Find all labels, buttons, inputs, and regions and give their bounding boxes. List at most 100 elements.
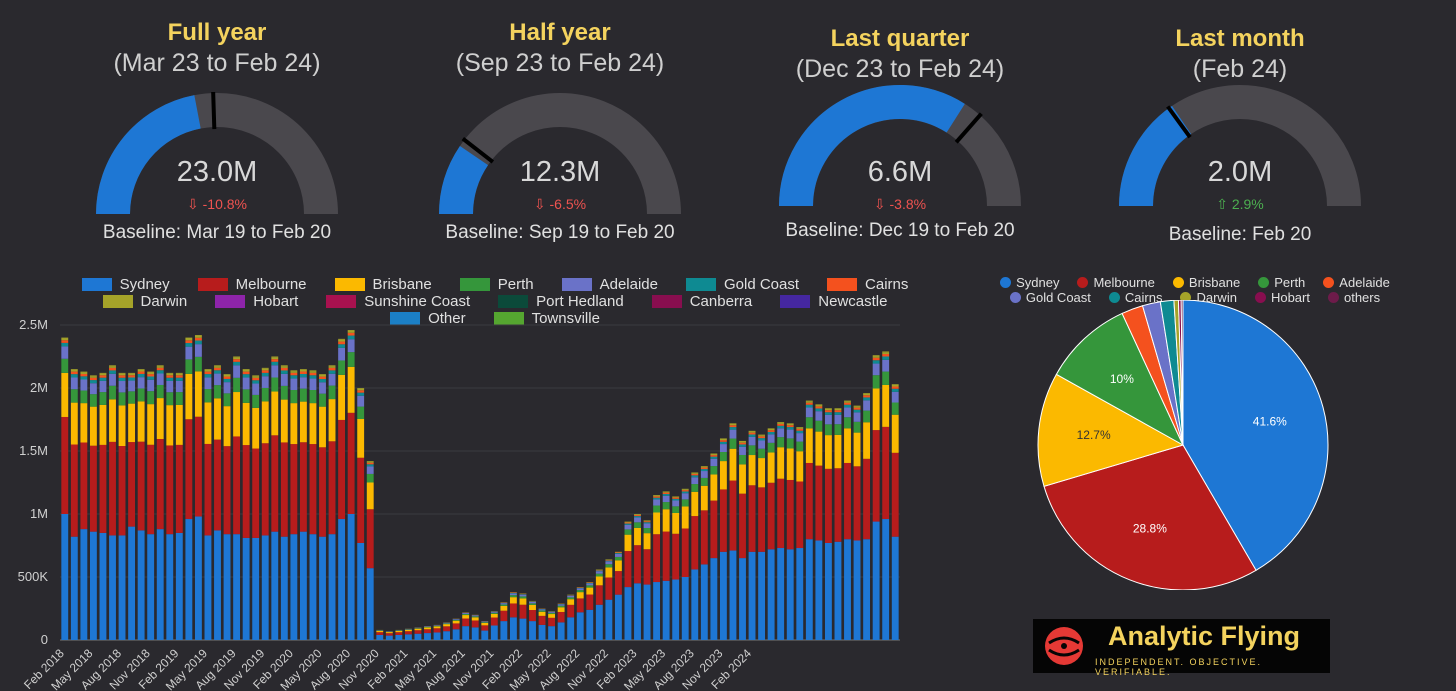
bar-segment: [271, 359, 279, 362]
bar-segment: [719, 489, 727, 552]
legend-item[interactable]: Newcastle: [780, 293, 887, 310]
bar-segment: [137, 530, 145, 640]
legend-item[interactable]: Other: [390, 310, 466, 327]
bar-segment: [309, 534, 317, 640]
bar-segment: [662, 580, 670, 640]
legend-item[interactable]: Perth: [1258, 275, 1305, 290]
bar-segment: [366, 461, 374, 463]
bar-segment: [815, 431, 823, 466]
bar-segment: [137, 369, 145, 370]
legend-item[interactable]: Adelaide: [561, 276, 658, 293]
bar-segment: [786, 438, 794, 449]
bar-segment: [89, 376, 97, 378]
legend-item[interactable]: Melbourne: [1077, 275, 1155, 290]
bar-segment: [118, 373, 126, 376]
bar-segment: [691, 484, 699, 492]
legend-item[interactable]: Cairns: [1108, 290, 1162, 305]
bar-segment: [662, 494, 670, 496]
bar-segment: [61, 338, 69, 341]
legend-label: Darwin: [140, 293, 188, 310]
bar-segment: [815, 540, 823, 640]
legend-item[interactable]: Darwin: [1180, 290, 1237, 305]
bar-segment: [662, 509, 670, 532]
legend-item[interactable]: others: [1327, 290, 1380, 305]
bar-segment: [147, 391, 155, 405]
bar-segment: [175, 373, 183, 376]
bar-segment: [614, 560, 622, 572]
legend-item[interactable]: Sydney: [81, 276, 170, 293]
pie-slice: [1182, 300, 1329, 571]
bar-segment: [872, 356, 880, 358]
bar-segment: [271, 531, 279, 640]
bar-segment: [605, 577, 613, 600]
bar-segment: [634, 545, 641, 584]
legend-item[interactable]: Brisbane: [1172, 275, 1240, 290]
bar-segment: [891, 391, 899, 403]
legend-item[interactable]: Hobart: [1254, 290, 1310, 305]
legend-item[interactable]: Hobart: [215, 293, 298, 310]
bar-segment: [710, 456, 718, 459]
legend-item[interactable]: Adelaide: [1323, 275, 1390, 290]
bar-segment: [700, 471, 708, 478]
bar-segment: [595, 569, 603, 571]
bar-segment: [185, 346, 193, 360]
bar-segment: [233, 361, 241, 366]
bar-segment: [109, 373, 116, 386]
bar-segment: [366, 462, 374, 465]
legend-item[interactable]: Melbourne: [197, 276, 307, 293]
bar-segment: [194, 335, 202, 336]
gauge-baseline: Baseline: Mar 19 to Feb 20: [102, 222, 332, 243]
bar-segment: [357, 395, 365, 407]
bar-segment: [61, 337, 69, 339]
bar-segment: [290, 371, 298, 373]
bar-segment: [319, 393, 326, 407]
bar-segment: [395, 630, 403, 633]
bar-segment: [252, 448, 260, 538]
bar-segment: [328, 441, 336, 535]
legend-item[interactable]: Sydney: [1000, 275, 1059, 290]
legend-dot: [1323, 277, 1335, 288]
legend-item[interactable]: Darwin: [102, 293, 188, 310]
bar-segment: [490, 625, 498, 640]
bar-segment: [634, 522, 641, 528]
legend-item[interactable]: Gold Coast: [1009, 290, 1091, 305]
bar-segment: [882, 356, 890, 360]
bar-segment: [185, 519, 193, 640]
gauge-value: 2.0M: [1207, 156, 1273, 188]
bar-segment: [424, 627, 431, 630]
legend-item[interactable]: Canberra: [651, 293, 752, 310]
legend-item[interactable]: Perth: [459, 276, 534, 293]
legend-label: Sydney: [1016, 275, 1060, 290]
bar-segment: [748, 445, 756, 456]
bar-segment: [643, 523, 651, 529]
bar-segment: [834, 408, 842, 409]
bar-segment: [614, 553, 622, 554]
legend-swatch: [780, 295, 811, 308]
legend-item[interactable]: Townsville: [493, 310, 600, 327]
bar-segment: [614, 571, 622, 595]
bar-segment: [118, 381, 126, 393]
legend-item[interactable]: Gold Coast: [685, 276, 799, 293]
bar-segment: [748, 551, 756, 640]
bar-segment: [357, 392, 365, 396]
legend-swatch: [334, 278, 365, 291]
bar-segment: [242, 369, 250, 372]
bar-segment: [89, 394, 97, 407]
bar-segment: [548, 614, 556, 618]
bar-segment: [290, 378, 298, 391]
gauge-arc: [1119, 85, 1361, 207]
bar-segment: [595, 570, 603, 572]
legend-label: Other: [428, 310, 466, 327]
bar-segment: [194, 416, 202, 517]
bar-segment: [576, 590, 584, 593]
legend-item[interactable]: Sunshine Coast: [326, 293, 470, 310]
bar-segment: [175, 532, 183, 640]
bar-segment: [643, 533, 651, 550]
legend-item[interactable]: Brisbane: [334, 276, 432, 293]
legend-item[interactable]: Cairns: [827, 276, 908, 293]
bar-segment: [137, 369, 145, 372]
bar-segment: [290, 403, 298, 445]
legend-item[interactable]: Port Hedland: [498, 293, 624, 310]
bar-segment: [519, 598, 527, 605]
legend-label: Sydney: [119, 276, 170, 293]
